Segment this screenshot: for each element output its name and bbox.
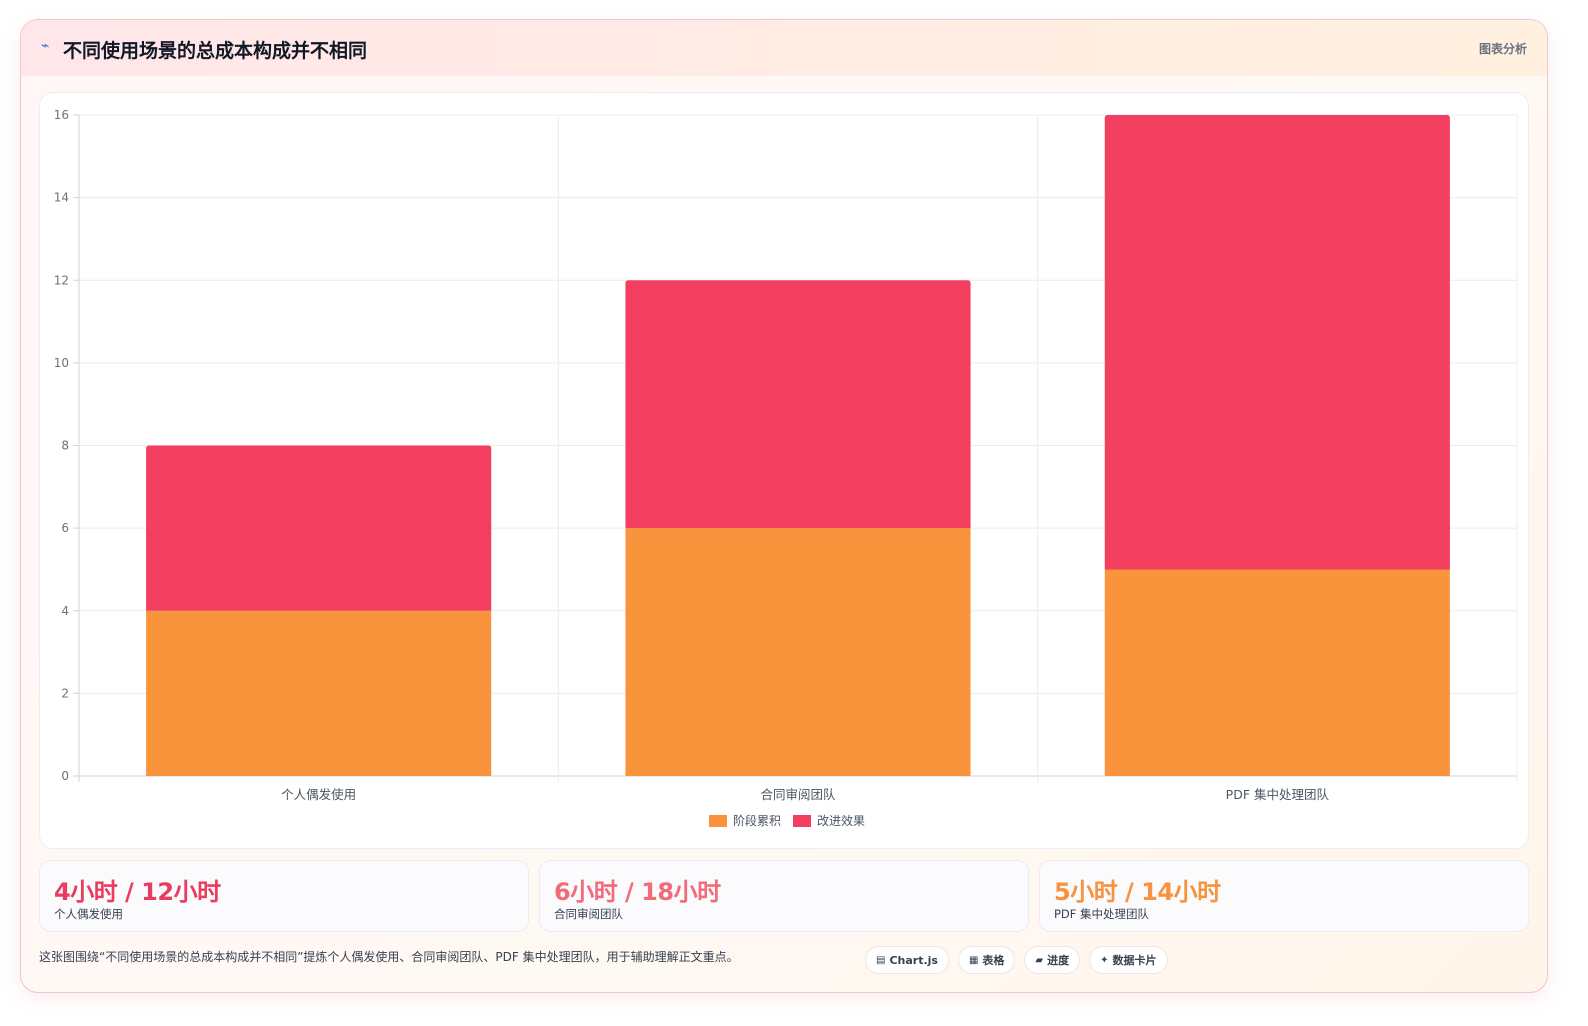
tag-progress[interactable]: ▰ 进度 [1024, 946, 1081, 974]
y-tick-label: 6 [61, 521, 69, 535]
legend-label: 阶段累积 [733, 813, 781, 828]
stat-label: PDF 集中处理团队 [1054, 907, 1150, 921]
chart-footnote: 这张图围绕“不同使用场景的总成本构成并不相同”提炼个人偶发使用、合同审阅团队、P… [39, 950, 739, 964]
pulse-line-icon: ⌁ [41, 38, 50, 54]
y-tick-label: 0 [61, 769, 69, 783]
x-tick-label: PDF 集中处理团队 [1226, 787, 1330, 802]
sparkle-icon: ✦ [1100, 954, 1109, 966]
y-tick-label: 10 [54, 356, 69, 370]
tag-label: 表格 [982, 954, 1005, 967]
tag-data-card[interactable]: ✦ 数据卡片 [1089, 946, 1168, 974]
stat-card-pdf-team: 5小时 / 14小时 PDF 集中处理团队 [1039, 860, 1529, 932]
x-tick-label: 合同审阅团队 [760, 787, 836, 802]
bar-segment [1104, 115, 1450, 570]
tag-list: ▤ Chart.js ▦ 表格 ▰ 进度 ✦ 数据卡片 [865, 946, 1168, 974]
bar-segment [146, 445, 492, 611]
stat-card-contract-team: 6小时 / 18小时 合同审阅团队 [539, 860, 1029, 932]
stat-value: 5小时 / 14小时 [1054, 878, 1221, 906]
x-tick-label: 个人偶发使用 [281, 787, 356, 802]
table-icon: ▦ [968, 954, 979, 966]
chart-panel: 0 2 4 6 8 10 12 14 16 个人偶发使用 合同审阅团队 PDF 集中处理团队阶段累积 改… [39, 92, 1529, 849]
stat-label: 个人偶发使用 [54, 907, 123, 921]
chart-analysis-tag: 图表分析 [1478, 42, 1527, 56]
card-header: ⌁ 不同使用场景的总成本构成并不相同 图表分析 [21, 20, 1547, 76]
stat-value: 4小时 / 12小时 [54, 878, 221, 906]
tag-label: Chart.js [889, 953, 938, 967]
y-tick-label: 12 [54, 273, 69, 287]
bar-segment [625, 280, 971, 529]
y-tick-label: 2 [61, 686, 69, 700]
y-tick-label: 14 [54, 191, 69, 205]
y-tick-label: 8 [61, 439, 69, 453]
stat-label: 合同审阅团队 [554, 907, 623, 921]
tag-chartjs[interactable]: ▤ Chart.js [865, 946, 949, 974]
progress-icon: ▰ [1035, 954, 1044, 966]
bar-segment [625, 528, 971, 776]
stat-value: 6小时 / 18小时 [554, 878, 721, 906]
bar-segment [1104, 569, 1450, 776]
chart-icon: ▤ [876, 954, 886, 966]
legend-swatch [793, 815, 811, 827]
tag-label: 进度 [1047, 954, 1070, 967]
y-tick-label: 4 [61, 604, 69, 618]
bar-segment [146, 610, 492, 776]
chart-title: 不同使用场景的总成本构成并不相同 [63, 40, 368, 62]
legend-swatch [709, 815, 727, 827]
chart-card: ⌁ 不同使用场景的总成本构成并不相同 图表分析 0 2 4 6 8 10 12 14 16 个人偶… [20, 19, 1548, 993]
legend-label: 改进效果 [817, 813, 865, 828]
stat-card-personal: 4小时 / 12小时 个人偶发使用 [39, 860, 529, 932]
tag-table[interactable]: ▦ 表格 [957, 946, 1016, 974]
y-tick-label: 16 [54, 108, 69, 122]
tag-label: 数据卡片 [1112, 954, 1157, 967]
